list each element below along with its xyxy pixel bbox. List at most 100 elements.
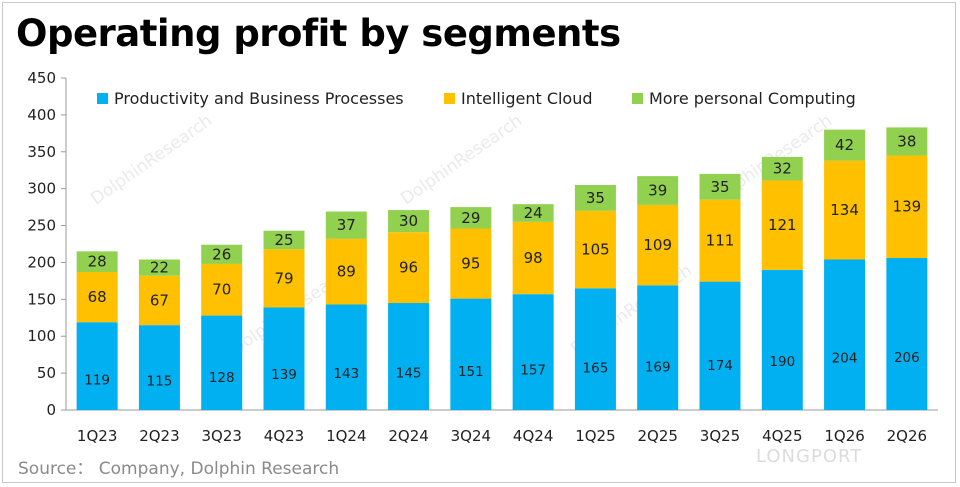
bar-segment bbox=[824, 259, 866, 410]
x-tick-label: 1Q25 bbox=[575, 427, 615, 445]
data-label: 95 bbox=[461, 255, 480, 273]
data-label: 174 bbox=[707, 358, 733, 374]
y-tick-label: 450 bbox=[27, 69, 56, 87]
bar-segment bbox=[574, 184, 616, 211]
bar-segment bbox=[388, 210, 430, 233]
bar-segment bbox=[76, 251, 118, 273]
bar-segment bbox=[512, 204, 554, 222]
x-tick-label: 2Q26 bbox=[887, 427, 927, 445]
data-label: 35 bbox=[586, 189, 605, 207]
legend-swatch bbox=[444, 93, 455, 104]
x-tick-label: 3Q23 bbox=[201, 427, 241, 445]
data-label: 115 bbox=[147, 373, 173, 389]
bar-segment bbox=[699, 199, 741, 282]
data-label: 143 bbox=[333, 366, 359, 382]
data-label: 111 bbox=[706, 232, 735, 250]
bar-segment bbox=[637, 176, 679, 205]
bar-segment bbox=[637, 204, 679, 286]
y-tick-label: 150 bbox=[27, 290, 56, 308]
y-tick-label: 300 bbox=[27, 180, 56, 198]
x-tick-label: 2Q24 bbox=[388, 427, 428, 445]
chart-title: Operating profit by segments bbox=[16, 12, 621, 55]
bar-segment bbox=[574, 288, 616, 410]
legend-swatch bbox=[632, 93, 643, 104]
bar-segment bbox=[886, 258, 928, 410]
data-label: 204 bbox=[832, 350, 858, 366]
data-label: 67 bbox=[150, 291, 169, 309]
bar-segment bbox=[138, 259, 180, 276]
data-label: 42 bbox=[835, 136, 854, 154]
bar-segment bbox=[138, 325, 180, 410]
bar-segment bbox=[886, 127, 928, 156]
bar-segment bbox=[761, 269, 803, 410]
bar-segment bbox=[637, 285, 679, 410]
data-label: 206 bbox=[894, 350, 920, 366]
bar-segment bbox=[263, 307, 305, 410]
bar-segment bbox=[76, 322, 118, 410]
bar-segment bbox=[824, 160, 866, 260]
x-tick-label: 1Q23 bbox=[77, 427, 117, 445]
bar-segment bbox=[325, 304, 367, 410]
bar-segment bbox=[388, 303, 430, 410]
legend-swatch bbox=[97, 93, 108, 104]
bar-segment bbox=[886, 155, 928, 259]
bar-segment bbox=[574, 210, 616, 289]
y-tick-label: 400 bbox=[27, 106, 56, 124]
data-label: 151 bbox=[458, 364, 484, 380]
bar-segment bbox=[450, 228, 492, 299]
source-note: Source： Company, Dolphin Research bbox=[18, 459, 340, 479]
data-label: 128 bbox=[209, 370, 235, 386]
x-tick-label: 1Q24 bbox=[326, 427, 366, 445]
data-label: 70 bbox=[212, 281, 231, 299]
bar-segment bbox=[76, 272, 118, 323]
y-tick-label: 250 bbox=[27, 217, 56, 235]
y-tick-label: 50 bbox=[37, 364, 56, 382]
bar-segment bbox=[512, 294, 554, 410]
x-tick-label: 2Q25 bbox=[637, 427, 677, 445]
data-label: 35 bbox=[710, 178, 729, 196]
data-label: 190 bbox=[769, 354, 795, 370]
bar-segment bbox=[201, 244, 243, 264]
data-label: 37 bbox=[337, 216, 356, 234]
data-label: 169 bbox=[645, 359, 671, 375]
bar-segment bbox=[325, 211, 367, 239]
bar-segment bbox=[761, 156, 803, 181]
data-label: 68 bbox=[88, 288, 107, 306]
bar-segment bbox=[263, 249, 305, 308]
data-label: 157 bbox=[520, 362, 546, 378]
data-label: 30 bbox=[399, 212, 418, 230]
bar-segment bbox=[699, 281, 741, 410]
data-label: 145 bbox=[396, 366, 422, 382]
data-label: 109 bbox=[643, 236, 672, 254]
x-tick-label: 4Q23 bbox=[264, 427, 304, 445]
data-label: 25 bbox=[274, 231, 293, 249]
bar-segment bbox=[325, 238, 367, 305]
data-label: 24 bbox=[524, 204, 543, 222]
bar-segment bbox=[761, 180, 803, 270]
bar-segment bbox=[138, 275, 180, 326]
bar-segment bbox=[263, 230, 305, 250]
x-tick-label: 3Q24 bbox=[451, 427, 491, 445]
legend-label: Intelligent Cloud bbox=[461, 89, 593, 108]
x-tick-label: 2Q23 bbox=[139, 427, 179, 445]
y-tick-label: 200 bbox=[27, 253, 56, 271]
bar-segment bbox=[512, 221, 554, 295]
bar-segment bbox=[699, 173, 741, 200]
bar-segment bbox=[201, 263, 243, 316]
data-label: 29 bbox=[461, 209, 480, 227]
data-label: 32 bbox=[773, 160, 792, 178]
bar-segment bbox=[824, 129, 866, 161]
data-label: 121 bbox=[768, 216, 797, 234]
data-label: 89 bbox=[337, 263, 356, 281]
legend-label: Productivity and Business Processes bbox=[114, 89, 404, 108]
data-label: 22 bbox=[150, 259, 169, 277]
data-label: 26 bbox=[212, 245, 231, 263]
data-label: 79 bbox=[274, 269, 293, 287]
y-tick-label: 350 bbox=[27, 143, 56, 161]
bar-segment bbox=[450, 298, 492, 410]
x-tick-label: 3Q25 bbox=[700, 427, 740, 445]
data-label: 28 bbox=[88, 253, 107, 271]
data-label: 134 bbox=[830, 201, 859, 219]
